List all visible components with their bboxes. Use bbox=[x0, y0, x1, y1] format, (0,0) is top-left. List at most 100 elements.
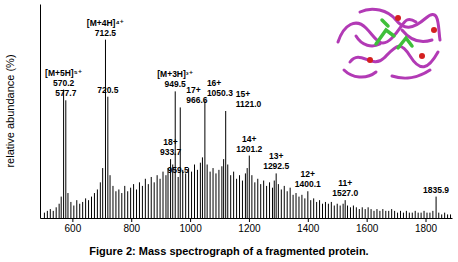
peak bbox=[197, 170, 198, 218]
peak bbox=[322, 204, 323, 218]
peak bbox=[362, 207, 363, 218]
peak-mz-label: 570.2 bbox=[53, 78, 75, 88]
peak bbox=[225, 111, 226, 218]
peak bbox=[319, 200, 320, 218]
peak bbox=[304, 198, 305, 218]
peak bbox=[121, 193, 122, 218]
peak bbox=[347, 206, 348, 218]
peak bbox=[418, 213, 419, 218]
peak bbox=[379, 211, 380, 218]
peak-charge-label: 11+ bbox=[338, 178, 352, 188]
x-tick-mark bbox=[367, 218, 368, 222]
peak bbox=[450, 214, 451, 218]
peak bbox=[56, 207, 57, 218]
peak bbox=[266, 186, 267, 218]
peak bbox=[436, 197, 437, 218]
peak bbox=[180, 107, 181, 218]
protein-structure-inset bbox=[338, 9, 440, 78]
peak-label: [M+5H]⁵⁺570.2 bbox=[45, 68, 82, 88]
peak bbox=[223, 159, 224, 218]
peak-mz-label: 577.7 bbox=[55, 88, 77, 98]
peak bbox=[185, 173, 186, 218]
peak bbox=[191, 172, 192, 218]
peak bbox=[204, 100, 205, 218]
peak-label: 959.5 bbox=[168, 165, 190, 175]
peak-mz-label: 712.5 bbox=[95, 28, 117, 38]
x-tick: 800 bbox=[123, 218, 140, 234]
peak bbox=[115, 191, 116, 218]
peak-mz-label: 1121.0 bbox=[236, 99, 262, 109]
peak-mz-label: 1292.5 bbox=[263, 161, 289, 171]
peak bbox=[227, 165, 228, 219]
peak bbox=[260, 184, 261, 218]
peak bbox=[207, 165, 208, 219]
peak bbox=[79, 204, 80, 218]
x-tick-label: 1800 bbox=[415, 223, 438, 234]
peak bbox=[63, 90, 64, 218]
x-tick-mark bbox=[308, 218, 309, 222]
peak bbox=[331, 202, 332, 218]
peak bbox=[388, 211, 389, 218]
peak bbox=[213, 168, 214, 218]
peak bbox=[307, 191, 308, 218]
peak-mz-label: 720.5 bbox=[97, 85, 119, 95]
x-tick: 600 bbox=[65, 218, 82, 234]
peak bbox=[102, 168, 103, 218]
peak-mz-label: 959.5 bbox=[168, 165, 190, 175]
inset-atom bbox=[419, 53, 425, 59]
peak bbox=[340, 206, 341, 218]
peak bbox=[67, 193, 68, 218]
peak-label: 577.7 bbox=[55, 88, 77, 98]
peak-label: 12+1400.1 bbox=[295, 169, 321, 189]
peak bbox=[188, 168, 189, 218]
peak-label: 13+1292.5 bbox=[263, 151, 289, 171]
peak bbox=[301, 195, 302, 218]
peak bbox=[200, 163, 201, 218]
peak bbox=[334, 206, 335, 218]
peak bbox=[284, 186, 285, 218]
peak bbox=[296, 193, 297, 218]
peak bbox=[91, 197, 92, 218]
peak-mz-label: 1835.9 bbox=[423, 185, 449, 195]
inset-ligand bbox=[376, 30, 394, 44]
peak bbox=[118, 189, 119, 218]
peak bbox=[298, 197, 299, 218]
y-axis bbox=[40, 5, 41, 219]
peak bbox=[178, 177, 179, 218]
inset-ligand bbox=[398, 38, 412, 48]
peak bbox=[88, 200, 89, 218]
peak bbox=[124, 186, 125, 218]
x-tick-label: 1000 bbox=[179, 223, 202, 234]
peak-charge-label: 18+ bbox=[163, 137, 177, 147]
peak bbox=[151, 177, 152, 218]
x-tick: 1400 bbox=[297, 218, 320, 234]
peak bbox=[142, 186, 143, 218]
peak bbox=[391, 209, 392, 218]
peak bbox=[337, 204, 338, 218]
y-axis-title: relative abundance (%) bbox=[4, 54, 16, 167]
peak bbox=[403, 213, 404, 218]
peak bbox=[53, 211, 54, 218]
peak bbox=[239, 175, 240, 218]
figure-caption: Figure 2: Mass spectrograph of a fragmen… bbox=[89, 245, 368, 257]
peak bbox=[281, 189, 282, 218]
peak bbox=[70, 202, 71, 218]
peak bbox=[165, 175, 166, 218]
peak bbox=[343, 204, 344, 218]
peak bbox=[412, 213, 413, 218]
peak bbox=[447, 214, 448, 218]
peak bbox=[310, 200, 311, 218]
peak-mz-label: 1201.2 bbox=[236, 144, 262, 154]
peak bbox=[385, 211, 386, 218]
peak-charge-label: 16+ bbox=[207, 78, 221, 88]
peak bbox=[139, 182, 140, 218]
peak bbox=[400, 211, 401, 218]
inset-atom bbox=[431, 27, 437, 33]
peak bbox=[429, 213, 430, 218]
peak-charge-label: [M+5H]⁵⁺ bbox=[45, 68, 82, 78]
peak bbox=[148, 184, 149, 218]
peak bbox=[415, 211, 416, 218]
peak-charge-label: 15+ bbox=[236, 89, 250, 99]
peak bbox=[82, 202, 83, 218]
x-tick-label: 600 bbox=[65, 223, 82, 234]
